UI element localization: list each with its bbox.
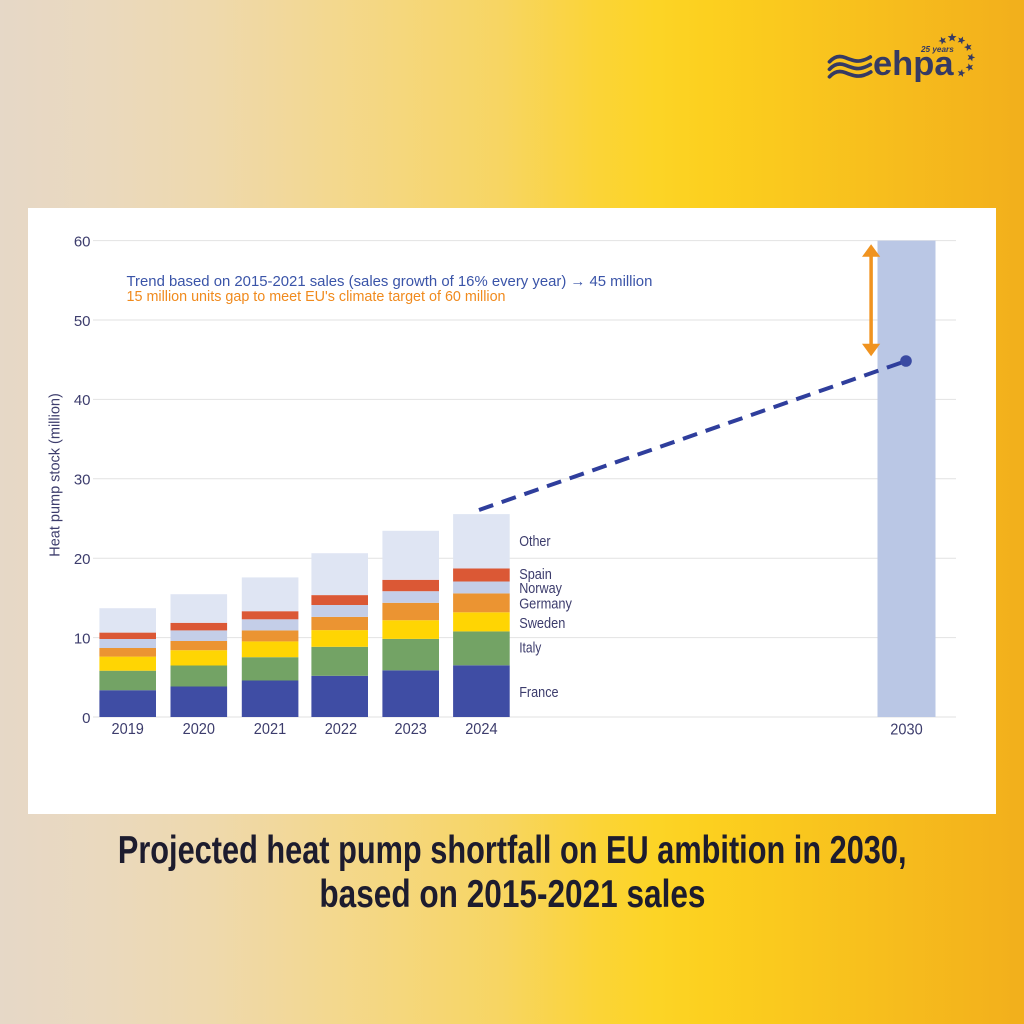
svg-text:Norway: Norway (519, 581, 562, 597)
svg-text:2023: 2023 (395, 721, 427, 738)
svg-text:France: France (519, 685, 558, 701)
svg-text:25 years: 25 years (920, 45, 954, 54)
svg-text:Spain: Spain (519, 567, 552, 583)
svg-text:40: 40 (74, 392, 91, 409)
svg-text:2024: 2024 (465, 721, 497, 738)
svg-text:Trend based on 2015-2021 sales: Trend based on 2015-2021 sales (sales gr… (127, 274, 653, 290)
svg-text:Sweden: Sweden (519, 616, 565, 632)
svg-text:ehpa: ehpa (873, 45, 954, 83)
svg-text:2022: 2022 (325, 721, 357, 738)
svg-text:2030: 2030 (890, 722, 922, 739)
svg-text:60: 60 (74, 233, 91, 250)
svg-text:20: 20 (74, 551, 91, 568)
svg-text:Other: Other (519, 534, 551, 550)
svg-text:Italy: Italy (519, 640, 542, 656)
svg-text:Germany: Germany (519, 597, 572, 613)
svg-text:2021: 2021 (254, 721, 286, 738)
svg-text:10: 10 (74, 630, 91, 647)
svg-text:Heat pump stock (million): Heat pump stock (million) (48, 393, 64, 557)
svg-text:50: 50 (74, 313, 91, 330)
svg-text:30: 30 (74, 472, 91, 489)
svg-text:2019: 2019 (112, 721, 144, 738)
svg-text:2020: 2020 (183, 721, 215, 738)
svg-text:0: 0 (82, 710, 90, 727)
svg-text:15 million units gap to meet E: 15 million units gap to meet EU's climat… (127, 289, 506, 305)
